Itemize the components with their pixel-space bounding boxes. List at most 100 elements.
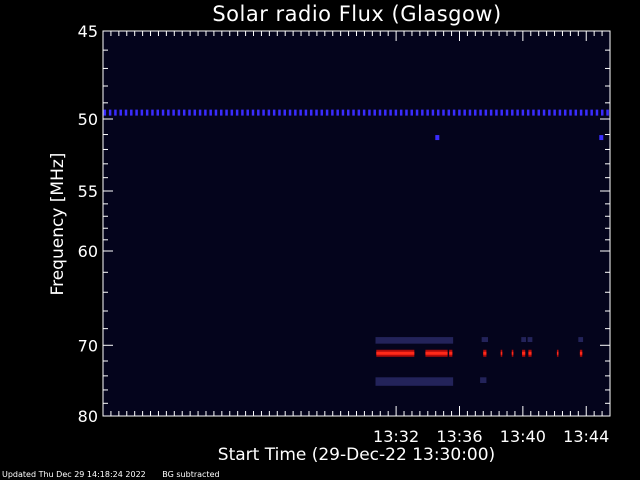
- interference-mark: [124, 109, 128, 116]
- burst-core: [528, 351, 532, 355]
- interference-mark: [505, 109, 509, 116]
- interference-mark: [447, 109, 451, 116]
- interference-mark: [590, 109, 593, 116]
- interference-dot: [435, 135, 440, 141]
- interference-mark: [278, 109, 281, 116]
- interference-mark: [442, 109, 445, 116]
- y-tick-label: 50: [78, 110, 98, 129]
- burst: [425, 349, 448, 357]
- interference-mark: [246, 109, 249, 116]
- interference-mark: [474, 109, 477, 116]
- interference-mark: [214, 109, 218, 116]
- faint-band: [527, 337, 533, 343]
- interference-mark: [373, 109, 376, 116]
- interference-mark: [130, 109, 133, 116]
- interference-mark: [563, 109, 567, 116]
- burst-core: [522, 351, 526, 355]
- burst: [556, 349, 559, 357]
- interference-mark: [235, 109, 239, 116]
- interference-mark: [272, 109, 276, 116]
- footer: Updated Thu Dec 29 14:18:24 2022 BG subt…: [2, 470, 234, 479]
- burst: [376, 349, 415, 357]
- interference-mark: [145, 109, 149, 116]
- interference-mark: [341, 109, 345, 116]
- faint-band: [521, 337, 527, 343]
- radio-bursts: [376, 349, 583, 357]
- interference-mark: [410, 109, 414, 116]
- plot-background: [103, 31, 610, 416]
- interference-mark: [431, 109, 435, 116]
- interference-mark: [299, 109, 302, 116]
- interference-mark: [489, 109, 493, 116]
- interference-mark: [579, 109, 583, 116]
- interference-mark: [251, 109, 255, 116]
- interference-mark: [119, 109, 122, 116]
- x-tick-label: 13:36: [436, 427, 482, 446]
- interference-mark: [399, 109, 403, 116]
- interference-line: [103, 109, 609, 141]
- interference-mark: [569, 109, 572, 116]
- interference-mark: [468, 109, 472, 116]
- interference-mark: [198, 109, 202, 116]
- chart-title: Solar radio Flux (Glasgow): [212, 2, 502, 26]
- interference-mark: [267, 109, 271, 116]
- x-tick-label: 13:44: [563, 427, 609, 446]
- y-tick-label: 60: [78, 242, 98, 261]
- interference-mark: [257, 109, 260, 116]
- interference-mark: [484, 109, 488, 116]
- burst-core: [425, 351, 448, 355]
- interference-mark: [426, 109, 429, 116]
- burst-core: [579, 351, 583, 355]
- interference-mark: [304, 109, 308, 116]
- burst: [500, 349, 503, 357]
- interference-mark: [352, 109, 355, 116]
- interference-mark: [537, 109, 541, 116]
- interference-mark: [601, 109, 604, 116]
- interference-mark: [495, 109, 498, 116]
- interference-dot: [599, 135, 604, 141]
- interference-mark: [315, 109, 318, 116]
- burst-core: [556, 351, 559, 355]
- faint-band: [375, 377, 454, 386]
- interference-mark: [172, 109, 175, 116]
- interference-mark: [405, 109, 408, 116]
- interference-mark: [204, 109, 207, 116]
- burst-core: [376, 351, 415, 355]
- interference-mark: [288, 109, 292, 116]
- interference-mark: [225, 109, 228, 116]
- interference-mark: [479, 109, 482, 116]
- interference-mark: [548, 109, 551, 116]
- burst-core: [511, 351, 514, 355]
- interference-mark: [516, 109, 519, 116]
- interference-mark: [357, 109, 361, 116]
- interference-mark: [161, 109, 165, 116]
- faint-band: [578, 337, 584, 343]
- interference-mark: [209, 109, 212, 116]
- interference-mark: [193, 109, 197, 116]
- interference-mark: [458, 109, 461, 116]
- interference-mark: [389, 109, 392, 116]
- axes: 13:32 13:36 13:40 13:44 45 50 55 60 70 80: [78, 22, 611, 446]
- interference-mark: [378, 109, 382, 116]
- interference-mark: [325, 109, 329, 116]
- x-axis-label: Start Time (29-Dec-22 13:30:00): [217, 445, 496, 465]
- burst-core: [449, 351, 453, 355]
- burst: [522, 349, 526, 357]
- interference-mark: [558, 109, 562, 116]
- y-tick-label: 70: [78, 336, 98, 355]
- interference-mark: [336, 109, 339, 116]
- burst: [449, 349, 453, 357]
- interference-mark: [320, 109, 324, 116]
- interference-mark: [182, 109, 186, 116]
- interference-mark: [362, 109, 366, 116]
- interference-mark: [220, 109, 223, 116]
- interference-mark: [595, 109, 599, 116]
- interference-mark: [452, 109, 456, 116]
- interference-mark: [532, 109, 535, 116]
- interference-mark: [436, 109, 440, 116]
- interference-mark: [526, 109, 530, 116]
- interference-mark: [384, 109, 387, 116]
- interference-mark: [553, 109, 556, 116]
- y-tick-label: 45: [78, 22, 98, 41]
- interference-mark: [114, 109, 117, 116]
